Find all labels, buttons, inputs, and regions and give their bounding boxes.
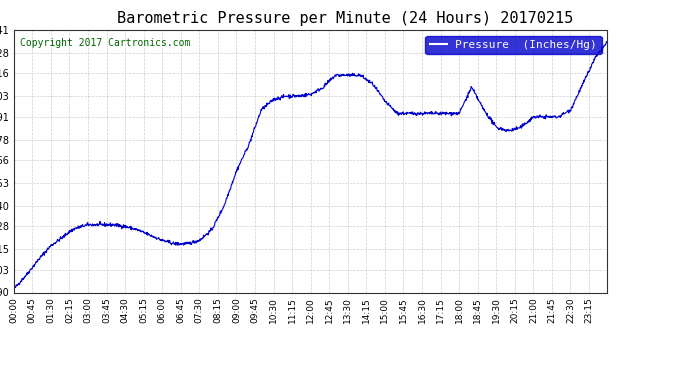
Text: Barometric Pressure per Minute (24 Hours) 20170215: Barometric Pressure per Minute (24 Hours… xyxy=(117,11,573,26)
Legend: Pressure  (Inches/Hg): Pressure (Inches/Hg) xyxy=(426,36,602,54)
Text: Copyright 2017 Cartronics.com: Copyright 2017 Cartronics.com xyxy=(20,38,190,48)
